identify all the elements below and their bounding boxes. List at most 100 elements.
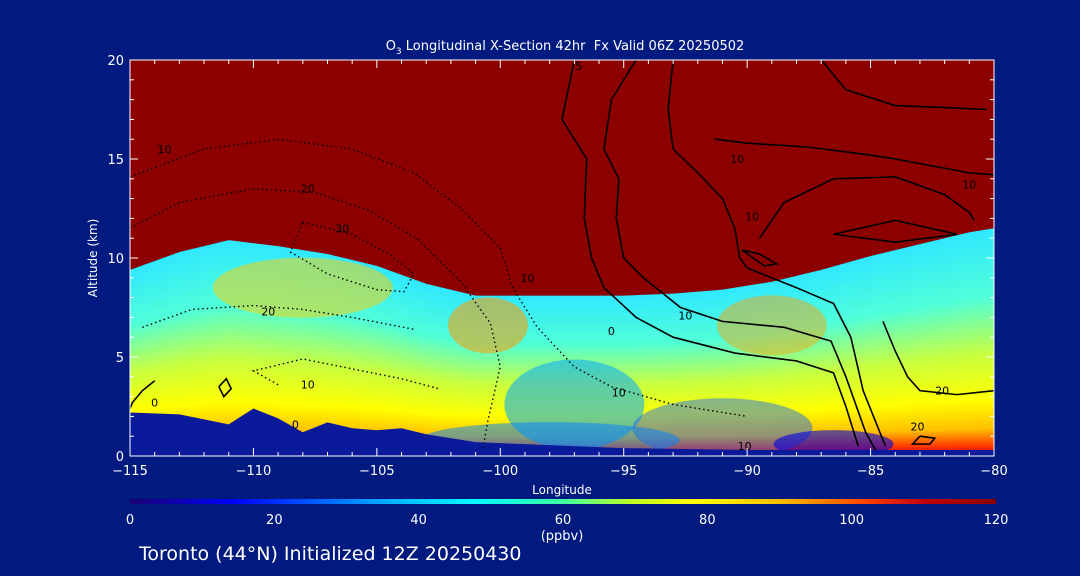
concentration-column	[506, 295, 514, 456]
concentration-column	[358, 262, 366, 456]
contour-line-positive	[882, 321, 994, 396]
contour-line-positive	[667, 60, 887, 447]
concentration-column	[315, 252, 322, 456]
contour-line-positive	[820, 60, 987, 111]
y-axis: 0 5 10 15 20	[107, 54, 994, 465]
concentration-column	[197, 246, 205, 456]
concentration-column	[790, 276, 798, 456]
concentration-column	[426, 284, 433, 456]
concentration-column	[204, 245, 211, 456]
contour-line-negative	[289, 221, 415, 293]
y-tick-label: 0	[116, 450, 124, 465]
concentration-column	[370, 265, 378, 456]
concentration-column	[228, 240, 236, 456]
contour-line-negative	[251, 358, 439, 390]
concentration-column	[278, 246, 285, 456]
concentration-column	[407, 278, 415, 456]
concentration-column	[648, 294, 656, 456]
contour-line-positive	[561, 60, 859, 447]
low-ozone-region	[773, 430, 894, 456]
footer-caption: Toronto (44°N) Initialized 12Z 20250430	[139, 543, 522, 565]
concentration-column	[784, 278, 791, 456]
concentration-column	[148, 262, 156, 456]
x-tick-label: −90	[733, 464, 760, 479]
contour-label: 10	[301, 379, 315, 392]
concentration-column	[389, 271, 396, 456]
title-rest: Longitudinal X-Section 42hr Fx Valid 06Z…	[402, 39, 745, 54]
concentration-column	[710, 290, 717, 456]
chart-title: O3 Longitudinal X-Section 42hr Fx Valid …	[386, 39, 745, 57]
concentration-column	[728, 288, 736, 456]
x-tick-label: −85	[857, 464, 884, 479]
concentration-column	[333, 256, 341, 456]
concentration-column	[932, 240, 940, 456]
concentration-column	[500, 295, 508, 456]
concentration-column	[173, 253, 180, 456]
concentration-column	[352, 260, 359, 456]
concentration-column	[740, 286, 748, 456]
concentration-column	[895, 249, 903, 456]
concentration-column	[697, 291, 705, 456]
concentration-column	[629, 295, 637, 456]
concentration-column	[130, 268, 137, 456]
colorbar-unit-label: (ppbv)	[541, 529, 584, 544]
concentration-column	[889, 250, 896, 456]
concentration-column	[296, 249, 304, 456]
concentration-column	[290, 248, 298, 456]
concentration-column	[747, 285, 754, 456]
contour-label: -5	[571, 60, 582, 73]
y-tick-label: 10	[107, 252, 124, 267]
concentration-column	[413, 280, 421, 456]
y-axis-label: Altitude (km)	[86, 219, 100, 298]
concentration-column	[673, 293, 680, 456]
concentration-column	[858, 258, 865, 456]
concentration-column	[185, 249, 193, 456]
concentration-column	[876, 253, 884, 456]
contour-label: 10	[678, 309, 692, 322]
concentration-column	[666, 293, 674, 456]
concentration-column	[944, 237, 952, 456]
contour-label: 0	[151, 397, 158, 410]
concentration-column	[469, 294, 477, 456]
concentration-column	[654, 294, 662, 456]
concentration-column	[722, 289, 730, 456]
contour-label: 0	[292, 418, 299, 431]
concentration-column	[234, 241, 242, 456]
colorbar-tick-label: 0	[126, 513, 134, 528]
colorbar-ticks: 0 20 40 60 80 100 120	[126, 513, 1009, 528]
concentration-column	[833, 265, 841, 456]
concentration-column	[963, 233, 970, 456]
contour-label: 10	[612, 387, 626, 400]
concentration-column	[882, 252, 890, 456]
title-subscript: 3	[396, 47, 402, 57]
concentration-column	[660, 294, 668, 456]
concentration-column	[691, 291, 699, 456]
concentration-column	[432, 285, 440, 456]
contour-label: 20	[935, 385, 949, 398]
concentration-column	[271, 245, 279, 456]
concentration-column	[987, 228, 994, 456]
concentration-column	[376, 267, 384, 456]
concentration-column	[438, 287, 446, 456]
concentration-column	[901, 247, 909, 456]
concentration-column	[642, 294, 649, 456]
concentration-column	[703, 290, 711, 456]
concentration-column	[759, 283, 767, 456]
x-tick-label: −105	[359, 464, 395, 479]
concentration-column	[969, 231, 977, 456]
concentration-column	[716, 289, 724, 456]
concentration-column	[771, 281, 779, 456]
colorbar-tick-label: 20	[266, 513, 283, 528]
concentration-column	[685, 292, 693, 456]
concentration-column	[679, 292, 687, 456]
contour-line-positive	[910, 435, 937, 445]
concentration-column	[346, 259, 353, 456]
colorbar-tick-label: 80	[699, 513, 716, 528]
x-axis: −115 −110 −105 −100 −95 −90 −85 −80	[112, 60, 1008, 479]
concentration-column	[870, 255, 878, 456]
concentration-column	[401, 275, 409, 456]
colorbar-tick-label: 100	[839, 513, 864, 528]
concentration-column	[457, 291, 464, 456]
contour-label: 20	[301, 183, 315, 196]
